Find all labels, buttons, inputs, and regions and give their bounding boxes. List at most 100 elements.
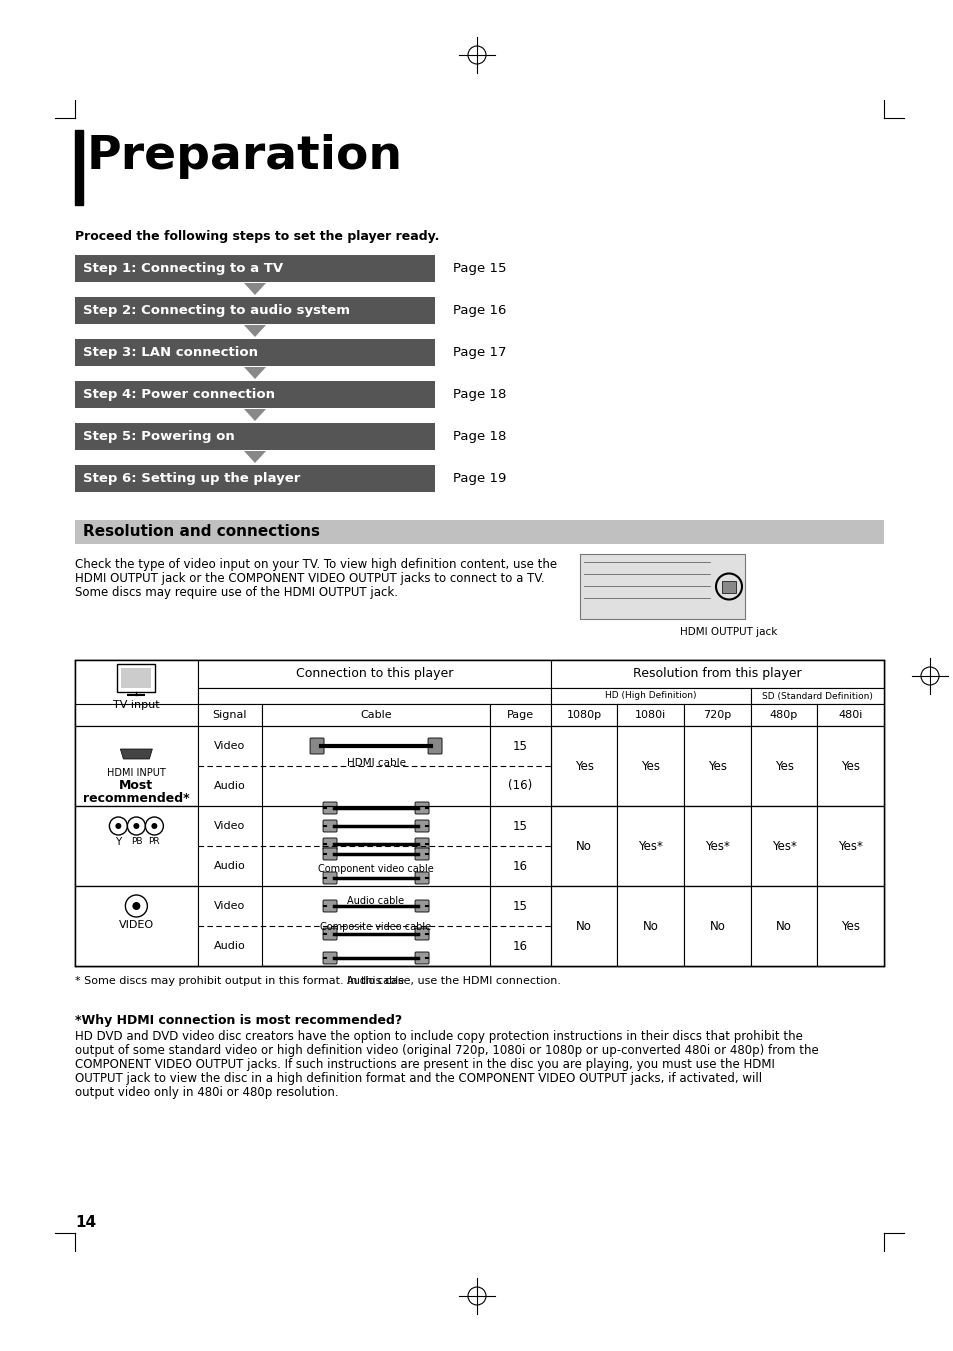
Bar bbox=[75, 520, 883, 544]
Text: Y: Y bbox=[115, 838, 121, 847]
Bar bbox=[197, 688, 550, 704]
Bar bbox=[75, 297, 435, 324]
Circle shape bbox=[152, 823, 157, 830]
Bar bbox=[197, 925, 262, 966]
Text: Connection to this player: Connection to this player bbox=[295, 667, 453, 681]
Bar bbox=[75, 423, 435, 450]
FancyBboxPatch shape bbox=[323, 952, 336, 965]
Circle shape bbox=[115, 823, 121, 830]
Text: Yes: Yes bbox=[574, 759, 593, 773]
Bar bbox=[197, 807, 262, 846]
Text: 14: 14 bbox=[75, 1215, 96, 1229]
Bar bbox=[117, 663, 155, 692]
Text: 1080i: 1080i bbox=[635, 711, 666, 720]
Bar bbox=[75, 704, 197, 725]
Text: Page 19: Page 19 bbox=[453, 471, 506, 485]
Text: Yes*: Yes* bbox=[704, 839, 729, 852]
Text: Step 3: LAN connection: Step 3: LAN connection bbox=[83, 346, 257, 359]
Bar bbox=[750, 688, 883, 704]
Bar bbox=[75, 465, 435, 492]
Text: Proceed the following steps to set the player ready.: Proceed the following steps to set the p… bbox=[75, 230, 439, 243]
Text: Most: Most bbox=[119, 780, 153, 792]
Text: Yes: Yes bbox=[707, 759, 726, 773]
Text: OUTPUT jack to view the disc in a high definition format and the COMPONENT VIDEO: OUTPUT jack to view the disc in a high d… bbox=[75, 1071, 761, 1085]
Text: Preparation: Preparation bbox=[87, 134, 403, 178]
Polygon shape bbox=[244, 451, 266, 463]
Bar bbox=[75, 339, 435, 366]
Bar bbox=[550, 661, 883, 688]
Text: 1080p: 1080p bbox=[566, 711, 601, 720]
Text: No: No bbox=[576, 920, 592, 932]
Bar bbox=[617, 704, 683, 725]
Bar bbox=[550, 704, 617, 725]
Text: Audio cable: Audio cable bbox=[347, 896, 404, 907]
FancyBboxPatch shape bbox=[415, 838, 429, 850]
Text: HD (High Definition): HD (High Definition) bbox=[604, 692, 696, 701]
Text: output video only in 480i or 480p resolution.: output video only in 480i or 480p resolu… bbox=[75, 1086, 338, 1098]
Text: Page 17: Page 17 bbox=[453, 346, 506, 359]
Text: 480i: 480i bbox=[838, 711, 862, 720]
Text: Audio: Audio bbox=[213, 861, 246, 871]
FancyBboxPatch shape bbox=[323, 838, 336, 850]
Bar bbox=[550, 725, 617, 807]
Polygon shape bbox=[244, 326, 266, 336]
Text: Page: Page bbox=[506, 711, 534, 720]
Text: Video: Video bbox=[214, 740, 245, 751]
Text: No: No bbox=[642, 920, 658, 932]
Bar bbox=[683, 886, 750, 966]
Bar bbox=[197, 661, 550, 688]
Text: Yes: Yes bbox=[640, 759, 659, 773]
Bar bbox=[750, 725, 817, 807]
Text: Step 2: Connecting to audio system: Step 2: Connecting to audio system bbox=[83, 304, 350, 317]
FancyBboxPatch shape bbox=[428, 738, 441, 754]
Text: Step 1: Connecting to a TV: Step 1: Connecting to a TV bbox=[83, 262, 283, 276]
Text: TV input: TV input bbox=[113, 700, 159, 711]
Text: SD (Standard Definition): SD (Standard Definition) bbox=[761, 692, 872, 701]
Bar bbox=[617, 725, 683, 807]
Text: Step 5: Powering on: Step 5: Powering on bbox=[83, 430, 234, 443]
Text: HDMI OUTPUT jack: HDMI OUTPUT jack bbox=[679, 627, 777, 638]
Text: 16: 16 bbox=[513, 859, 527, 873]
Text: Page 18: Page 18 bbox=[453, 388, 506, 401]
Text: Step 4: Power connection: Step 4: Power connection bbox=[83, 388, 274, 401]
Circle shape bbox=[133, 823, 139, 830]
Bar bbox=[683, 725, 750, 807]
Text: 15: 15 bbox=[513, 900, 527, 912]
Text: Yes: Yes bbox=[774, 759, 793, 773]
Text: HD DVD and DVD video disc creators have the option to include copy protection in: HD DVD and DVD video disc creators have … bbox=[75, 1029, 802, 1043]
Text: Some discs may require use of the HDMI OUTPUT jack.: Some discs may require use of the HDMI O… bbox=[75, 586, 397, 598]
FancyBboxPatch shape bbox=[415, 802, 429, 815]
Text: HDMI cable: HDMI cable bbox=[346, 758, 405, 767]
Text: HDMI OUTPUT jack or the COMPONENT VIDEO OUTPUT jacks to connect to a TV.: HDMI OUTPUT jack or the COMPONENT VIDEO … bbox=[75, 571, 544, 585]
Text: Step 6: Setting up the player: Step 6: Setting up the player bbox=[83, 471, 300, 485]
Text: Composite video cable: Composite video cable bbox=[320, 921, 431, 932]
Bar bbox=[579, 554, 744, 619]
Text: No: No bbox=[576, 839, 592, 852]
Text: 15: 15 bbox=[513, 739, 527, 753]
Text: Page 18: Page 18 bbox=[453, 430, 506, 443]
FancyBboxPatch shape bbox=[323, 848, 336, 861]
Text: * Some discs may prohibit output in this format. In this case, use the HDMI conn: * Some discs may prohibit output in this… bbox=[75, 975, 560, 986]
Bar bbox=[550, 807, 617, 886]
Text: Component video cable: Component video cable bbox=[318, 865, 434, 874]
Text: PR: PR bbox=[149, 838, 160, 846]
FancyBboxPatch shape bbox=[415, 871, 429, 884]
Text: Audio: Audio bbox=[213, 942, 246, 951]
Text: No: No bbox=[776, 920, 791, 932]
Bar bbox=[817, 704, 883, 725]
FancyBboxPatch shape bbox=[415, 928, 429, 940]
Text: COMPONENT VIDEO OUTPUT jacks. If such instructions are present in the disc you a: COMPONENT VIDEO OUTPUT jacks. If such in… bbox=[75, 1058, 774, 1071]
Polygon shape bbox=[120, 748, 152, 759]
Text: Check the type of video input on your TV. To view high definition content, use t: Check the type of video input on your TV… bbox=[75, 558, 557, 571]
Bar bbox=[683, 807, 750, 886]
Polygon shape bbox=[244, 282, 266, 295]
Text: *Why HDMI connection is most recommended?: *Why HDMI connection is most recommended… bbox=[75, 1015, 402, 1027]
Bar bbox=[550, 886, 617, 966]
Text: Yes*: Yes* bbox=[838, 839, 862, 852]
Text: PB: PB bbox=[131, 838, 142, 846]
FancyBboxPatch shape bbox=[323, 871, 336, 884]
Bar bbox=[197, 846, 262, 886]
Bar bbox=[750, 807, 817, 886]
Text: HDMI INPUT: HDMI INPUT bbox=[107, 767, 166, 778]
Bar bbox=[75, 661, 883, 966]
